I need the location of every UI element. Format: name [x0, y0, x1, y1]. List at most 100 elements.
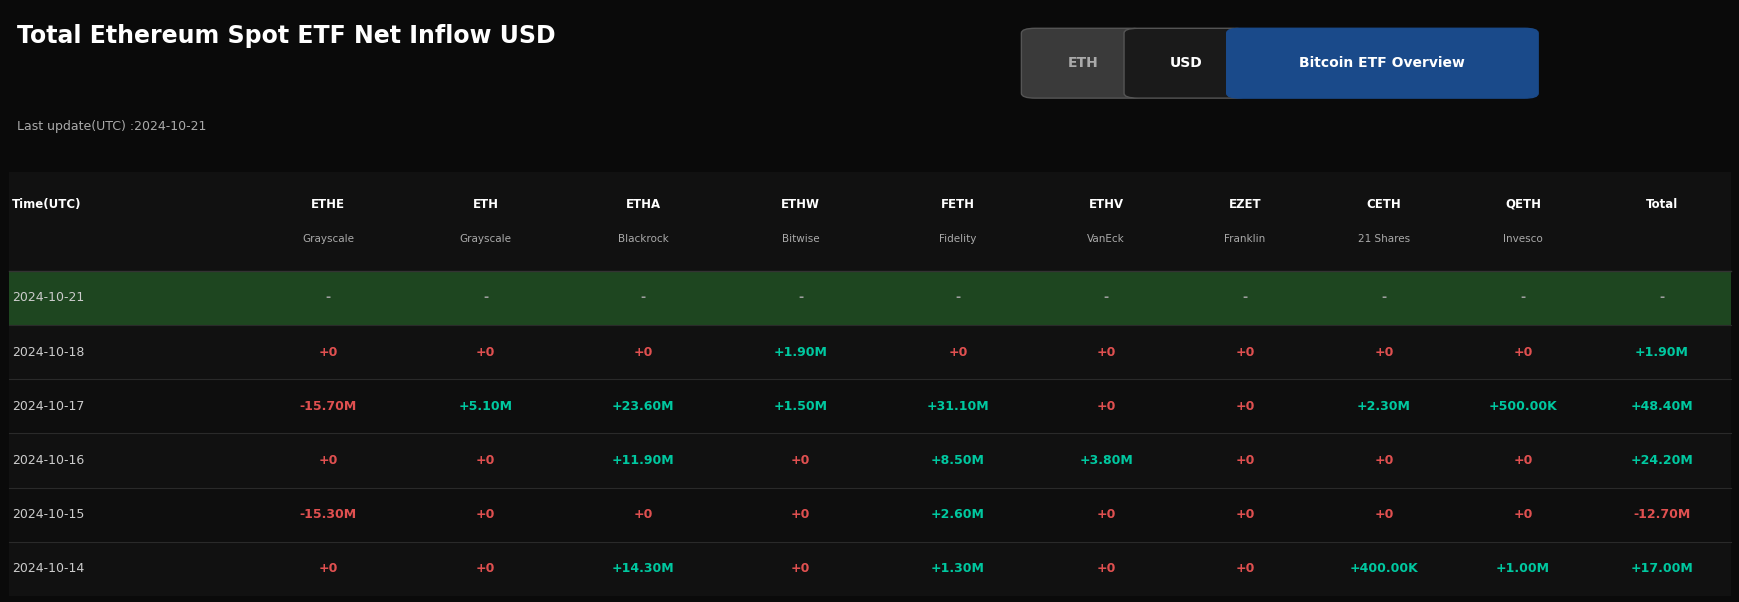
Text: 2024-10-16: 2024-10-16	[12, 454, 85, 467]
Text: +48.40M: +48.40M	[1629, 400, 1692, 413]
Text: +1.90M: +1.90M	[774, 346, 828, 359]
Bar	[9, 542, 1730, 596]
Text: +11.90M: +11.90M	[612, 454, 675, 467]
Text: +0: +0	[1374, 454, 1393, 467]
Text: -: -	[325, 291, 330, 305]
Text: +0: +0	[1235, 400, 1254, 413]
Text: -: -	[640, 291, 645, 305]
Text: 2024-10-14: 2024-10-14	[12, 562, 85, 576]
Text: EZET: EZET	[1228, 198, 1261, 211]
Text: USD: USD	[1169, 56, 1202, 70]
Text: +1.90M: +1.90M	[1635, 346, 1689, 359]
Text: 2024-10-21: 2024-10-21	[12, 291, 85, 305]
Bar	[9, 172, 1730, 271]
FancyBboxPatch shape	[1226, 28, 1537, 98]
Text: +400.00K: +400.00K	[1349, 562, 1417, 576]
Text: +24.20M: +24.20M	[1629, 454, 1692, 467]
Text: -: -	[1381, 291, 1386, 305]
Text: ETH: ETH	[473, 198, 499, 211]
Text: -: -	[1659, 291, 1664, 305]
Text: Bitcoin ETF Overview: Bitcoin ETF Overview	[1299, 56, 1464, 70]
Text: +0: +0	[476, 454, 496, 467]
Text: ETHA: ETHA	[626, 198, 661, 211]
Text: +0: +0	[1513, 508, 1532, 521]
Text: +0: +0	[791, 562, 810, 576]
Text: +0: +0	[318, 346, 337, 359]
Text: +3.80M: +3.80M	[1078, 454, 1132, 467]
Text: -: -	[1103, 291, 1108, 305]
Text: -15.70M: -15.70M	[299, 400, 356, 413]
Text: +0: +0	[1235, 562, 1254, 576]
Text: ETH: ETH	[1068, 56, 1097, 70]
Text: +8.50M: +8.50M	[930, 454, 984, 467]
Text: -: -	[955, 291, 960, 305]
Text: +0: +0	[633, 508, 652, 521]
Text: Fidelity: Fidelity	[939, 234, 976, 244]
Bar	[9, 379, 1730, 433]
Text: +0: +0	[1513, 346, 1532, 359]
Text: Last update(UTC) :2024-10-21: Last update(UTC) :2024-10-21	[17, 120, 207, 134]
Text: ETHV: ETHV	[1089, 198, 1123, 211]
Text: 2024-10-17: 2024-10-17	[12, 400, 85, 413]
Text: -: -	[798, 291, 803, 305]
Text: Grayscale: Grayscale	[459, 234, 511, 244]
Text: Grayscale: Grayscale	[303, 234, 355, 244]
Text: +0: +0	[791, 508, 810, 521]
Text: +5.10M: +5.10M	[459, 400, 513, 413]
Text: ETHE: ETHE	[311, 198, 344, 211]
Text: Invesco: Invesco	[1502, 234, 1542, 244]
Text: +0: +0	[1513, 454, 1532, 467]
Text: +2.60M: +2.60M	[930, 508, 984, 521]
Text: -: -	[483, 291, 489, 305]
Text: ETHW: ETHW	[781, 198, 819, 211]
Text: 2024-10-18: 2024-10-18	[12, 346, 85, 359]
Text: +0: +0	[791, 454, 810, 467]
Text: Bitwise: Bitwise	[781, 234, 819, 244]
Text: Time(UTC): Time(UTC)	[12, 198, 82, 211]
Text: -12.70M: -12.70M	[1633, 508, 1690, 521]
Text: FETH: FETH	[941, 198, 974, 211]
Text: -: -	[1242, 291, 1247, 305]
Bar	[9, 325, 1730, 379]
Text: +0: +0	[1235, 508, 1254, 521]
Text: +0: +0	[633, 346, 652, 359]
Text: +0: +0	[1096, 346, 1115, 359]
Text: 21 Shares: 21 Shares	[1356, 234, 1409, 244]
Text: 2024-10-15: 2024-10-15	[12, 508, 85, 521]
Text: +500.00K: +500.00K	[1487, 400, 1556, 413]
Text: +1.00M: +1.00M	[1496, 562, 1549, 576]
Text: +0: +0	[476, 346, 496, 359]
Bar	[9, 271, 1730, 325]
Text: +0: +0	[318, 562, 337, 576]
FancyBboxPatch shape	[1123, 28, 1247, 98]
Text: QETH: QETH	[1504, 198, 1541, 211]
Text: +1.50M: +1.50M	[774, 400, 828, 413]
Text: Total: Total	[1645, 198, 1676, 211]
Text: +0: +0	[476, 508, 496, 521]
Text: -: -	[1520, 291, 1525, 305]
Text: +14.30M: +14.30M	[612, 562, 675, 576]
Text: +0: +0	[1374, 508, 1393, 521]
Text: +0: +0	[1096, 562, 1115, 576]
Text: Franklin: Franklin	[1224, 234, 1264, 244]
Text: Total Ethereum Spot ETF Net Inflow USD: Total Ethereum Spot ETF Net Inflow USD	[17, 24, 556, 48]
Text: +31.10M: +31.10M	[927, 400, 989, 413]
Bar	[9, 488, 1730, 542]
Text: +0: +0	[1235, 454, 1254, 467]
Text: +1.30M: +1.30M	[930, 562, 984, 576]
Bar	[9, 433, 1730, 488]
Text: Blackrock: Blackrock	[617, 234, 668, 244]
Text: +0: +0	[476, 562, 496, 576]
Text: +23.60M: +23.60M	[612, 400, 675, 413]
Text: -15.30M: -15.30M	[299, 508, 356, 521]
FancyBboxPatch shape	[1021, 28, 1144, 98]
Text: +0: +0	[1096, 400, 1115, 413]
Text: +0: +0	[1374, 346, 1393, 359]
Text: +0: +0	[948, 346, 967, 359]
Text: VanEck: VanEck	[1087, 234, 1125, 244]
Text: +0: +0	[1235, 346, 1254, 359]
Text: CETH: CETH	[1365, 198, 1400, 211]
Text: +2.30M: +2.30M	[1356, 400, 1410, 413]
Text: +17.00M: +17.00M	[1629, 562, 1692, 576]
Text: +0: +0	[1096, 508, 1115, 521]
